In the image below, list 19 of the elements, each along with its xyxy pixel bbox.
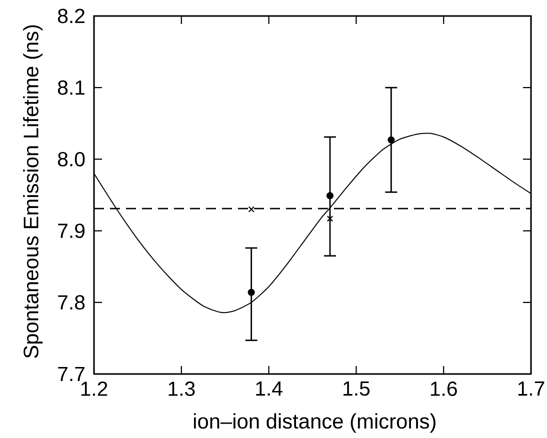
- x-tick-label: 1.3: [168, 382, 195, 396]
- point: [248, 206, 254, 212]
- y-tick-label: 7.8: [58, 295, 85, 310]
- x-axis-title: ion–ion distance (microns): [194, 413, 436, 433]
- y-tick-label: 8.2: [58, 8, 84, 24]
- x-tick-label: 1.6: [430, 382, 457, 396]
- point: [388, 136, 395, 144]
- point: [248, 288, 255, 296]
- x-tick-label: 1.7: [518, 382, 544, 396]
- point: [326, 216, 334, 222]
- y-tick-label: 7.9: [58, 224, 85, 238]
- x-tick-label: 1.2: [81, 382, 108, 396]
- x-tick-label: 1.4: [256, 382, 282, 396]
- y-axis-title: Spontaneous Emission Lifetime (ns): [23, 25, 43, 358]
- y-tick-label: 8.1: [58, 80, 84, 95]
- y-tick-label: 8.0: [58, 152, 85, 166]
- x-tick-label: 1.5: [344, 382, 370, 396]
- y-tick-label: 7.7: [58, 366, 84, 382]
- point: [326, 192, 334, 200]
